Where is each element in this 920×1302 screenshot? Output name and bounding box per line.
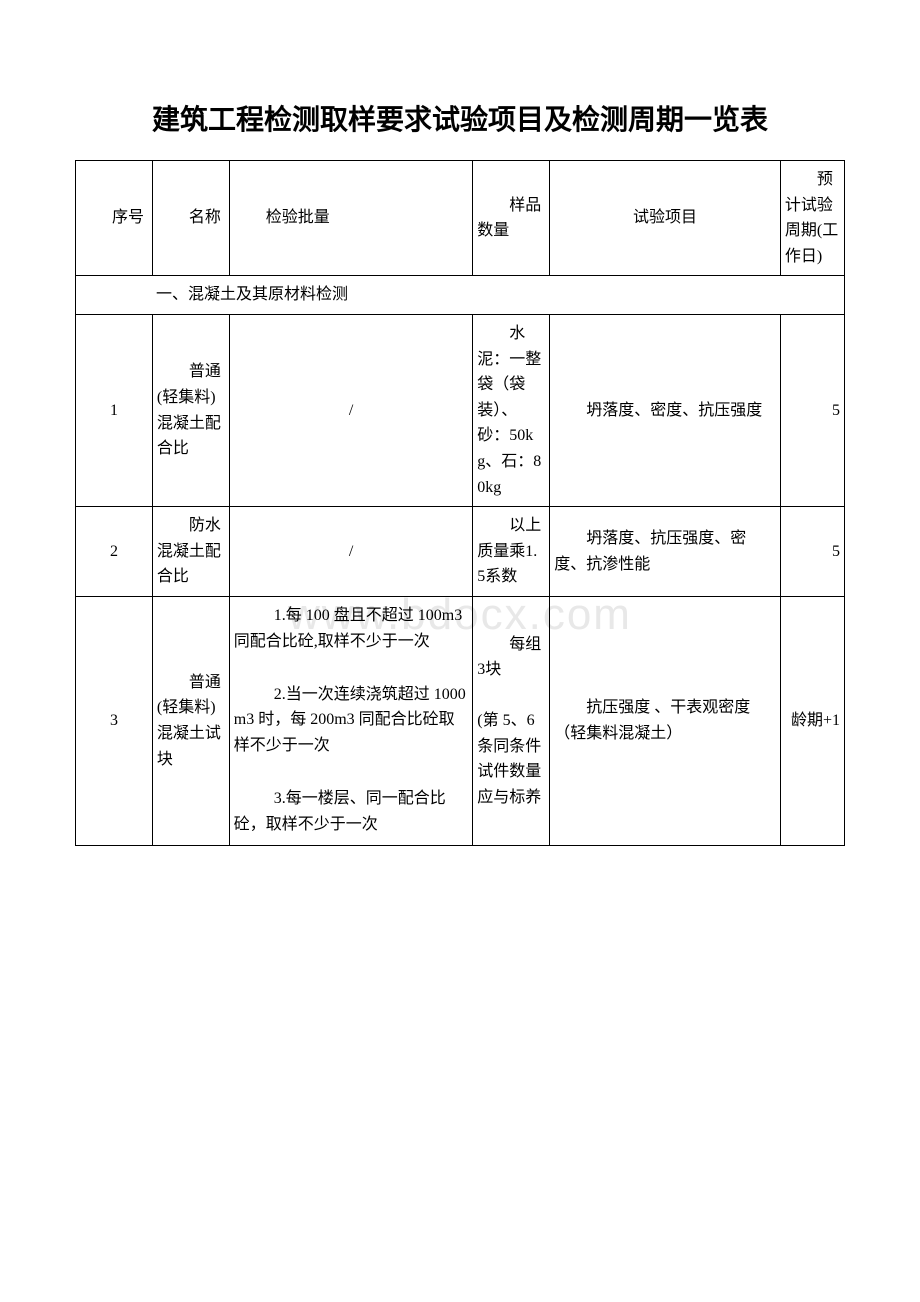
header-test: 试验项目	[550, 161, 781, 276]
header-no: 序号	[76, 161, 153, 276]
row3-test: 抗压强度 、干表观密度（轻集料混凝土）	[550, 596, 781, 845]
row2-no: 2	[76, 507, 153, 597]
row1-test: 坍落度、密度、抗压强度	[550, 314, 781, 506]
header-name: 名称	[152, 161, 229, 276]
row3-name: 普通(轻集料)混凝土试块	[152, 596, 229, 845]
page-title: 建筑工程检测取样要求试验项目及检测周期一览表	[75, 100, 845, 142]
row1-period: 5	[780, 314, 844, 506]
row1-batch: /	[229, 314, 473, 506]
table-row: 1 普通(轻集料)混凝土配合比 / 水泥：一整袋（袋装）、砂：50kg、石：80…	[76, 314, 845, 506]
row3-qty: 每组 3块 (第 5、6条同条件试件数量应与标养	[473, 596, 550, 845]
row3-no: 3	[76, 596, 153, 845]
row2-name: 防水混凝土配合比	[152, 507, 229, 597]
table-row: 2 防水混凝土配合比 / 以上质量乘1.5系数 坍落度、抗压强度、密度、抗渗性能…	[76, 507, 845, 597]
main-table: 序号 名称 检验批量 样品数量 试验项目 预计试验周期(工作日) 一、混凝土及其…	[75, 160, 845, 846]
row2-batch: /	[229, 507, 473, 597]
row3-batch: 1.每 100 盘且不超过 100m3 同配合比砼,取样不少于一次 2.当一次连…	[229, 596, 473, 845]
header-row: 序号 名称 检验批量 样品数量 试验项目 预计试验周期(工作日)	[76, 161, 845, 276]
header-period: 预计试验周期(工作日)	[780, 161, 844, 276]
row3-period: 龄期+1	[780, 596, 844, 845]
section-1-label: 一、混凝土及其原材料检测	[76, 276, 845, 315]
header-qty: 样品数量	[473, 161, 550, 276]
section-row-1: 一、混凝土及其原材料检测	[76, 276, 845, 315]
row2-qty: 以上质量乘1.5系数	[473, 507, 550, 597]
row1-qty: 水泥：一整袋（袋装）、砂：50kg、石：80kg	[473, 314, 550, 506]
row2-test: 坍落度、抗压强度、密度、抗渗性能	[550, 507, 781, 597]
row2-period: 5	[780, 507, 844, 597]
header-batch: 检验批量	[229, 161, 473, 276]
row1-name: 普通(轻集料)混凝土配合比	[152, 314, 229, 506]
row1-no: 1	[76, 314, 153, 506]
table-row: 3 普通(轻集料)混凝土试块 1.每 100 盘且不超过 100m3 同配合比砼…	[76, 596, 845, 845]
